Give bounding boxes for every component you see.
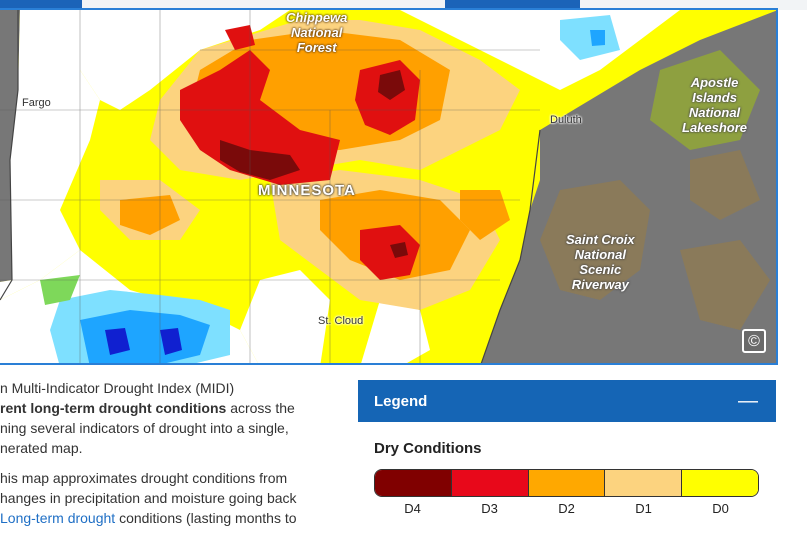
no-drought-west (0, 10, 100, 300)
description-line: conditions (lasting months to (115, 510, 297, 526)
legend-header[interactable]: Legend — (358, 380, 776, 422)
legend-label-d1: D1 (635, 501, 652, 516)
description-line: hanges in precipitation and moisture goi… (0, 490, 297, 506)
label-apostle-islands: Apostle Islands National Lakeshore (682, 75, 748, 135)
outside-region-west (0, 10, 20, 282)
legend-swatch-d3 (451, 470, 529, 496)
legend-swatch-d2 (528, 470, 606, 496)
description-line: his map approximates drought conditions … (0, 470, 288, 486)
land-patch-croix (540, 180, 650, 300)
land-patch-apostle (690, 150, 760, 220)
long-term-drought-link[interactable]: Long-term drought (0, 510, 116, 526)
tab-left[interactable] (0, 0, 82, 8)
copyright-icon[interactable]: © (742, 329, 766, 353)
legend-section-dry: Dry Conditions D4 D3 D2 D1 D0 (358, 422, 776, 516)
description-line: ning several indicators of drought into … (0, 420, 289, 436)
map-canvas[interactable] (0, 10, 778, 365)
d2-region-east (460, 190, 510, 240)
legend-swatch-row (374, 469, 759, 497)
label-city-fargo: Fargo (22, 97, 51, 109)
label-saint-croix: Saint Croix National Scenic Riverway (566, 232, 635, 292)
description-line: nerated map. (0, 440, 83, 456)
legend-label-d2: D2 (558, 501, 575, 516)
description-paragraph-1: n Multi-Indicator Drought Index (MIDI) r… (0, 378, 340, 458)
legend-swatch-labels: D4 D3 D2 D1 D0 (374, 501, 759, 516)
label-state-minnesota: MINNESOTA (258, 182, 356, 199)
description-line: n Multi-Indicator Drought Index (MIDI) (0, 380, 235, 396)
d4-region-northeast (378, 70, 405, 100)
collapse-icon[interactable]: — (738, 390, 758, 412)
d2-region-west (120, 195, 180, 235)
legend-title: Legend (374, 392, 428, 410)
label-city-duluth: Duluth (550, 114, 582, 126)
legend-label-d3: D3 (481, 501, 498, 516)
legend-swatch-d4 (375, 470, 452, 496)
tab-active[interactable] (445, 0, 580, 8)
wet-region-north (560, 15, 620, 60)
wet-region-dark (105, 328, 182, 355)
state-border-west (0, 10, 19, 301)
county-boundaries (0, 10, 540, 363)
d4-region-central (390, 242, 408, 258)
description-text: n Multi-Indicator Drought Index (MIDI) r… (0, 378, 340, 538)
wet-region-north-dark (590, 30, 605, 46)
drought-map[interactable]: Chippewa National Forest Apostle Islands… (0, 8, 778, 365)
legend-panel: Legend — Dry Conditions D4 D3 D2 D1 D0 (358, 380, 776, 516)
legend-label-d4: D4 (404, 501, 421, 516)
tab-bar (0, 0, 807, 10)
legend-swatch-d0 (682, 470, 758, 496)
description-line: across the (226, 400, 295, 416)
label-national-forest: Chippewa National Forest (286, 10, 348, 55)
d4-region-west (220, 140, 300, 180)
state-border (480, 129, 541, 363)
legend-label-d0: D0 (712, 501, 729, 516)
d3-region-central (360, 225, 420, 280)
no-drought-scattered (361, 300, 430, 363)
green-wet-region (650, 50, 760, 150)
label-city-st-cloud: St. Cloud (318, 315, 364, 327)
d3-region-north-small (225, 25, 255, 50)
description-bold-text: rent long-term drought conditions (0, 400, 227, 416)
legend-section-title: Dry Conditions (374, 440, 482, 457)
legend-swatch-d1 (605, 470, 683, 496)
description-paragraph-2: his map approximates drought conditions … (0, 468, 340, 528)
no-drought-central-south (240, 270, 330, 363)
land-patch-east (680, 240, 770, 330)
green-region-southwest (40, 275, 80, 305)
